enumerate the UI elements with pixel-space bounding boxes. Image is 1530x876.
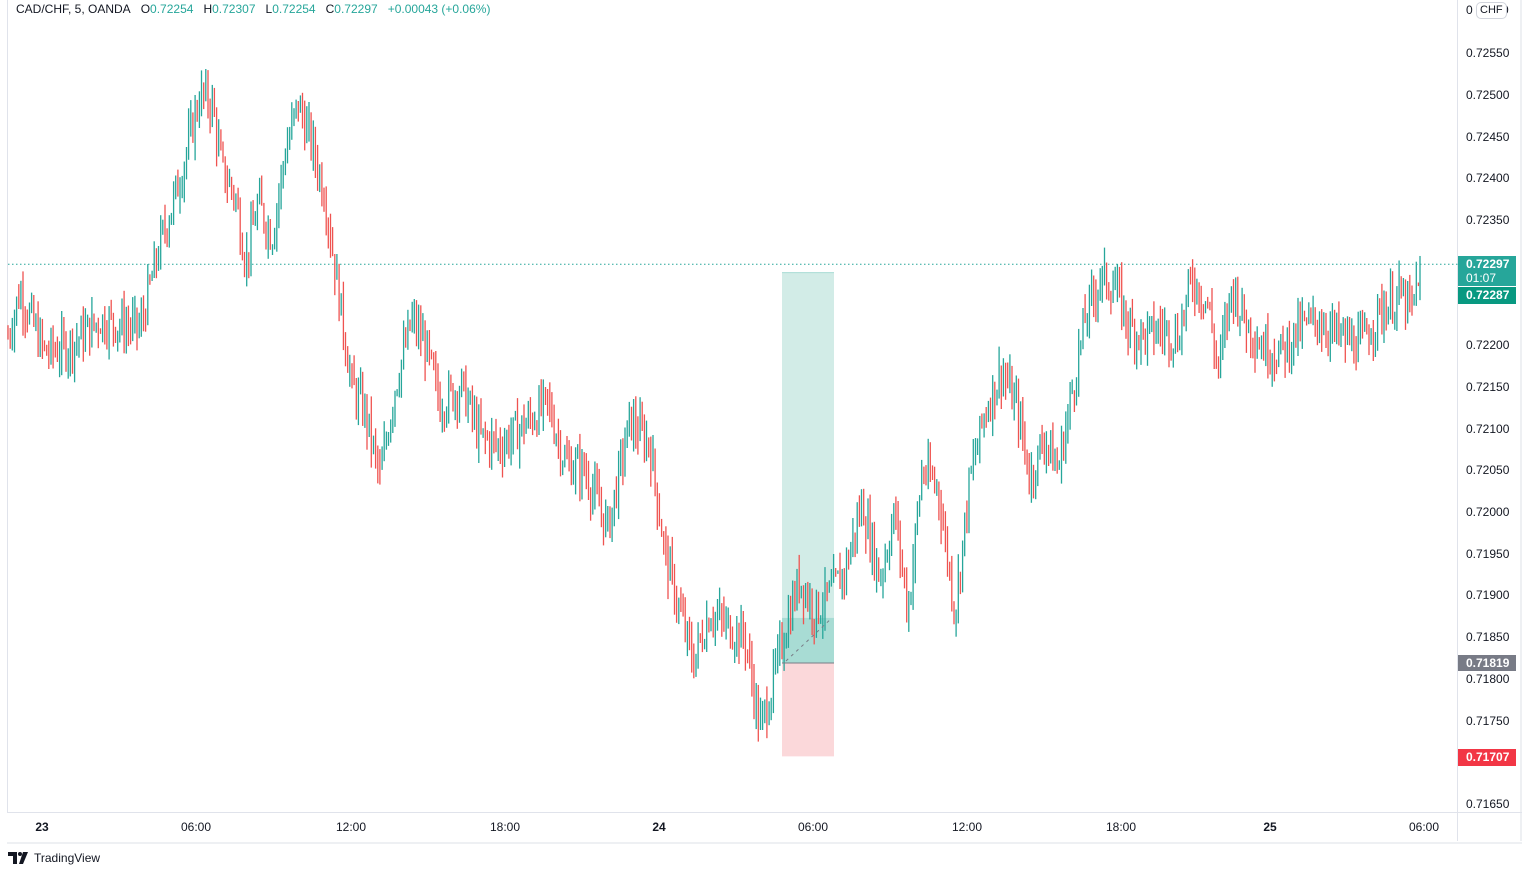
close-label: C [325,2,335,16]
scale-border [1520,0,1522,841]
time-label: 06:00 [180,820,212,834]
entry-price-tag: 0.71819 [1458,655,1516,671]
time-axis[interactable] [7,812,1522,844]
time-label: 12:00 [335,820,367,834]
last-price-value: 0.72297 [1466,257,1510,271]
target-price-tag: 0.72287 [1458,287,1516,304]
low-value: 0.72254 [272,2,316,16]
close-value: 0.72297 [334,2,378,16]
time-label: 25 [1263,820,1277,834]
price-label: 0.72100 [1466,421,1510,436]
price-label: 0.72200 [1466,338,1510,353]
price-label: 0.71900 [1466,588,1510,603]
price-label: 0.71850 [1466,630,1510,645]
brand-name: TradingView [34,851,101,865]
pane-divider [1457,0,1458,841]
chart-pane[interactable] [7,0,1458,812]
time-label: 06:00 [797,820,829,834]
time-label: 18:00 [489,820,521,834]
time-label: 18:00 [1105,820,1137,834]
price-label: 0.72350 [1466,213,1510,228]
loss-zone [782,662,834,757]
tradingview-brand[interactable]: TradingView [8,851,100,865]
price-label: 0.71800 [1466,671,1510,686]
time-label: 24 [652,820,666,834]
currency-button[interactable]: CHF [1476,2,1507,19]
symbol-legend: CAD/CHF, 5, OANDA O0.72254 H0.72307 L0.7… [16,2,490,16]
ohlc-bars [7,69,1421,742]
price-label: 0.72400 [1466,171,1510,186]
price-label: 0.71750 [1466,713,1510,728]
high-label: H [203,2,213,16]
open-label: O [140,2,151,16]
price-label: 0.71950 [1466,546,1510,561]
time-label: 12:00 [951,820,983,834]
price-label: 0.72000 [1466,505,1510,519]
bar-countdown: 01:07 [1466,271,1497,285]
price-label: 0.71650 [1466,796,1510,811]
open-value: 0.72254 [150,2,194,16]
price-label: 0.72550 [1466,46,1510,61]
tradingview-logo-icon [8,852,28,864]
change-value: +0.00043 (+0.06%) [387,2,491,16]
symbol-name[interactable]: CAD/CHF, 5, OANDA [16,2,131,16]
price-label: 0.72050 [1466,463,1510,478]
stop-price-tag: 0.71707 [1458,749,1516,766]
time-label: 23 [35,820,49,834]
price-label: 0.72450 [1466,129,1510,144]
price-label-partial: 0 [1466,3,1473,17]
price-label: 0.72150 [1466,379,1510,394]
low-label: L [265,2,273,16]
last-price-tag: 0.72297 01:07 [1458,256,1516,286]
price-chart[interactable] [0,0,1458,812]
long-position-tool[interactable] [782,272,834,757]
high-value: 0.72307 [212,2,256,16]
price-label: 0.72500 [1466,88,1510,102]
time-label: 06:00 [1408,820,1440,834]
